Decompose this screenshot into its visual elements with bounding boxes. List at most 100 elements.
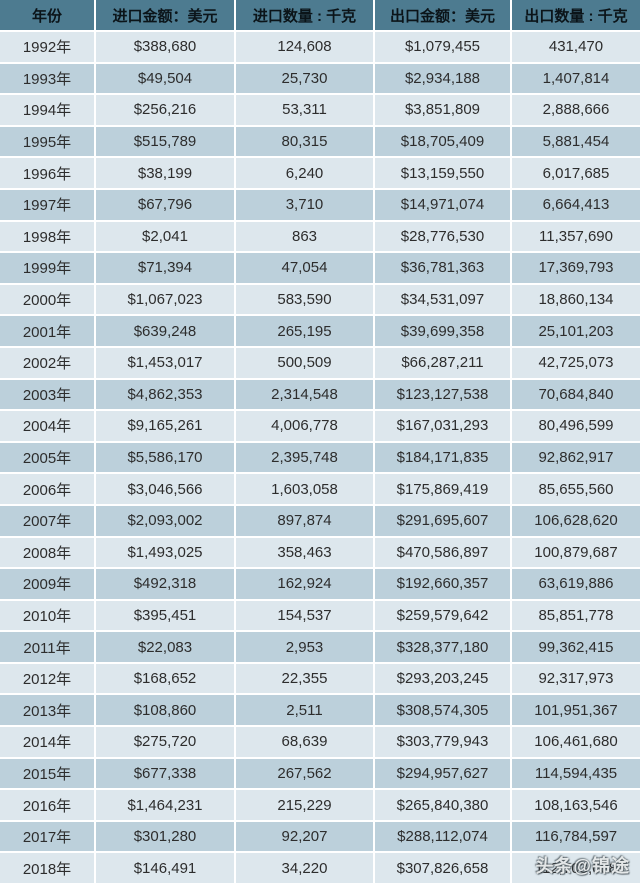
cell-value: $294,957,627 bbox=[375, 758, 512, 791]
cell-value: 108,163,546 bbox=[512, 790, 640, 822]
cell-value: 358,463 bbox=[236, 537, 375, 570]
cell-year: 2013年 bbox=[0, 695, 96, 728]
cell-value: $395,451 bbox=[96, 600, 236, 633]
cell-value: $265,840,380 bbox=[375, 790, 512, 822]
cell-value: $168,652 bbox=[96, 663, 236, 696]
cell-year: 2010年 bbox=[0, 600, 96, 633]
cell-year: 1996年 bbox=[0, 158, 96, 190]
table-row: 2008年 $1,493,025 358,463 $470,586,897 100,87… bbox=[0, 537, 640, 570]
cell-value: 1,407,814 bbox=[512, 63, 640, 96]
column-header-3: 出口金额：美元 bbox=[375, 0, 512, 32]
cell-value: 11,357,690 bbox=[512, 221, 640, 254]
cell-value: $71,394 bbox=[96, 253, 236, 285]
cell-year: 2004年 bbox=[0, 411, 96, 443]
cell-value: $1,067,023 bbox=[96, 284, 236, 317]
cell-year: 1995年 bbox=[0, 126, 96, 159]
cell-year: 2009年 bbox=[0, 569, 96, 601]
cell-value: 92,207 bbox=[236, 821, 375, 854]
table-row: 2005年 $5,586,170 2,395,748 $184,171,835 92,8… bbox=[0, 442, 640, 475]
column-header-4: 出口数量 : 千克 bbox=[512, 0, 640, 32]
cell-value: $470,586,897 bbox=[375, 537, 512, 570]
cell-value: $2,093,002 bbox=[96, 505, 236, 538]
cell-value: $18,705,409 bbox=[375, 126, 512, 159]
cell-value: 25,730 bbox=[236, 63, 375, 96]
cell-value: 85,655,560 bbox=[512, 474, 640, 506]
cell-value: $301,280 bbox=[96, 821, 236, 854]
table-row: 2004年 $9,165,261 4,006,778 $167,031,293 80,4… bbox=[0, 411, 640, 443]
cell-value: 215,229 bbox=[236, 790, 375, 822]
cell-value: $28,776,530 bbox=[375, 221, 512, 254]
cell-value: $1,079,455 bbox=[375, 32, 512, 64]
table-row: 2009年 $492,318 162,924 $192,660,357 63,619,8… bbox=[0, 569, 640, 601]
cell-value: 2,888,666 bbox=[512, 95, 640, 127]
cell-value: 25,101,203 bbox=[512, 316, 640, 348]
cell-year: 1998年 bbox=[0, 221, 96, 254]
cell-value: $2,934,188 bbox=[375, 63, 512, 96]
cell-value: 6,240 bbox=[236, 158, 375, 190]
cell-value: 22,355 bbox=[236, 663, 375, 696]
cell-value: $677,338 bbox=[96, 758, 236, 791]
cell-value: $1,493,025 bbox=[96, 537, 236, 570]
cell-value: $192,660,357 bbox=[375, 569, 512, 601]
table-row: 2003年 $4,862,353 2,314,548 $123,127,538 70,6… bbox=[0, 379, 640, 412]
table-row: 2018年 $146,491 34,220 $307,826,658 112,703,0… bbox=[0, 853, 640, 886]
table-row: 2001年 $639,248 265,195 $39,699,358 25,101,20… bbox=[0, 316, 640, 348]
cell-value: 500,509 bbox=[236, 347, 375, 380]
cell-value: $67,796 bbox=[96, 189, 236, 222]
cell-year: 2018年 bbox=[0, 853, 96, 886]
cell-year: 2012年 bbox=[0, 663, 96, 696]
cell-value: 85,851,778 bbox=[512, 600, 640, 633]
table-row: 2006年 $3,046,566 1,603,058 $175,869,419 85,6… bbox=[0, 474, 640, 506]
cell-value: $4,862,353 bbox=[96, 379, 236, 412]
cell-value: 2,314,548 bbox=[236, 379, 375, 412]
table-row: 1994年 $256,216 53,311 $3,851,809 2,888,666 bbox=[0, 95, 640, 127]
cell-value: 92,317,973 bbox=[512, 663, 640, 696]
cell-value: 34,220 bbox=[236, 853, 375, 886]
cell-value: $303,779,943 bbox=[375, 727, 512, 759]
table-row: 1995年 $515,789 80,315 $18,705,409 5,881,454 bbox=[0, 126, 640, 159]
cell-year: 2006年 bbox=[0, 474, 96, 506]
table-row: 2011年 $22,083 2,953 $328,377,180 99,362,415 bbox=[0, 632, 640, 664]
cell-year: 2005年 bbox=[0, 442, 96, 475]
cell-value: $39,699,358 bbox=[375, 316, 512, 348]
column-header-1: 进口金额：美元 bbox=[96, 0, 236, 32]
cell-value: 106,628,620 bbox=[512, 505, 640, 538]
cell-year: 2000年 bbox=[0, 284, 96, 317]
cell-value: $308,574,305 bbox=[375, 695, 512, 728]
cell-value: 80,496,599 bbox=[512, 411, 640, 443]
cell-year: 2017年 bbox=[0, 821, 96, 854]
cell-value: $515,789 bbox=[96, 126, 236, 159]
cell-year: 2014年 bbox=[0, 727, 96, 759]
table-row: 2015年 $677,338 267,562 $294,957,627 114,594,… bbox=[0, 758, 640, 791]
cell-value: $275,720 bbox=[96, 727, 236, 759]
cell-value: 68,639 bbox=[236, 727, 375, 759]
table-row: 1997年 $67,796 3,710 $14,971,074 6,664,413 bbox=[0, 189, 640, 222]
cell-value: 100,879,687 bbox=[512, 537, 640, 570]
cell-value: $14,971,074 bbox=[375, 189, 512, 222]
cell-year: 1999年 bbox=[0, 253, 96, 285]
cell-value: $38,199 bbox=[96, 158, 236, 190]
table-row: 2017年 $301,280 92,207 $288,112,074 116,784,5… bbox=[0, 821, 640, 854]
cell-value: $9,165,261 bbox=[96, 411, 236, 443]
table-row: 2013年 $108,860 2,511 $308,574,305 101,951,36… bbox=[0, 695, 640, 728]
cell-value: 124,608 bbox=[236, 32, 375, 64]
cell-year: 2001年 bbox=[0, 316, 96, 348]
cell-value: $167,031,293 bbox=[375, 411, 512, 443]
cell-year: 2015年 bbox=[0, 758, 96, 791]
cell-value: $5,586,170 bbox=[96, 442, 236, 475]
cell-value: $2,041 bbox=[96, 221, 236, 254]
cell-value: $49,504 bbox=[96, 63, 236, 96]
cell-value: 267,562 bbox=[236, 758, 375, 791]
cell-value: 80,315 bbox=[236, 126, 375, 159]
cell-value: $34,531,097 bbox=[375, 284, 512, 317]
cell-value: 863 bbox=[236, 221, 375, 254]
cell-year: 1993年 bbox=[0, 63, 96, 96]
cell-value: 47,054 bbox=[236, 253, 375, 285]
cell-value: 99,362,415 bbox=[512, 632, 640, 664]
cell-value: $288,112,074 bbox=[375, 821, 512, 854]
cell-value: $3,046,566 bbox=[96, 474, 236, 506]
cell-year: 2003年 bbox=[0, 379, 96, 412]
cell-year: 1992年 bbox=[0, 32, 96, 64]
